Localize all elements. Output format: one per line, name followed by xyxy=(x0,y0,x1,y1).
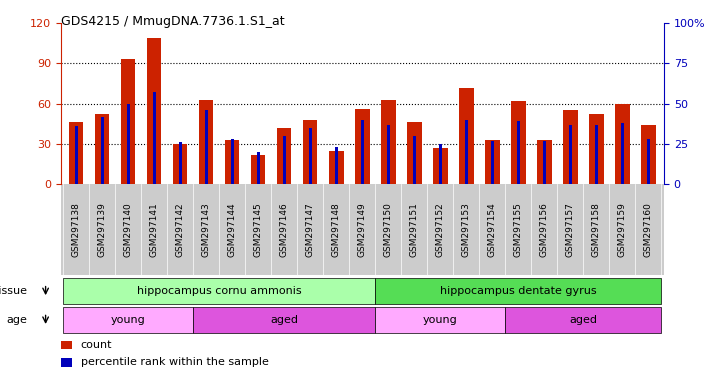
Bar xyxy=(335,147,338,184)
Text: GSM297145: GSM297145 xyxy=(254,202,263,257)
Text: young: young xyxy=(423,314,458,325)
Bar xyxy=(517,121,520,184)
Bar xyxy=(64,278,376,304)
Bar xyxy=(193,307,376,333)
Bar xyxy=(641,125,655,184)
Bar xyxy=(465,120,468,184)
Bar xyxy=(355,109,370,184)
Bar xyxy=(439,144,442,184)
Text: GSM297148: GSM297148 xyxy=(332,202,341,257)
Bar xyxy=(205,110,208,184)
Bar xyxy=(381,100,396,184)
Bar xyxy=(101,117,104,184)
Bar xyxy=(459,88,473,184)
Bar xyxy=(621,123,624,184)
Bar xyxy=(75,126,78,184)
Text: GSM297149: GSM297149 xyxy=(358,202,367,257)
Text: tissue: tissue xyxy=(0,286,28,296)
Text: GSM297155: GSM297155 xyxy=(514,202,523,257)
Bar xyxy=(127,104,130,184)
Bar xyxy=(387,125,390,184)
Text: GSM297141: GSM297141 xyxy=(150,202,159,257)
Text: hippocampus cornu ammonis: hippocampus cornu ammonis xyxy=(137,286,301,296)
Bar xyxy=(251,155,266,184)
Bar xyxy=(506,307,661,333)
Text: GSM297150: GSM297150 xyxy=(384,202,393,257)
Text: hippocampus dentate gyrus: hippocampus dentate gyrus xyxy=(440,286,597,296)
Bar xyxy=(329,151,343,184)
Bar xyxy=(376,307,506,333)
Bar xyxy=(69,122,84,184)
Text: GSM297138: GSM297138 xyxy=(72,202,81,257)
Bar xyxy=(121,59,136,184)
Bar xyxy=(174,144,188,184)
Bar xyxy=(147,38,161,184)
Bar xyxy=(486,140,500,184)
Bar xyxy=(283,136,286,184)
Bar xyxy=(647,139,650,184)
Text: young: young xyxy=(111,314,146,325)
Text: GSM297143: GSM297143 xyxy=(202,202,211,257)
Text: GSM297144: GSM297144 xyxy=(228,202,237,257)
Bar xyxy=(595,125,598,184)
Text: GSM297146: GSM297146 xyxy=(280,202,289,257)
Bar xyxy=(231,139,234,184)
Bar xyxy=(153,93,156,184)
Bar xyxy=(413,136,416,184)
Bar xyxy=(95,114,109,184)
Bar xyxy=(178,142,182,184)
Text: percentile rank within the sample: percentile rank within the sample xyxy=(81,358,268,367)
Bar xyxy=(225,140,239,184)
Bar xyxy=(64,307,193,333)
Text: GSM297159: GSM297159 xyxy=(618,202,627,257)
Bar xyxy=(407,122,421,184)
Bar xyxy=(61,341,71,349)
Text: GSM297158: GSM297158 xyxy=(592,202,601,257)
Text: GDS4215 / MmugDNA.7736.1.S1_at: GDS4215 / MmugDNA.7736.1.S1_at xyxy=(61,15,284,28)
Text: GSM297153: GSM297153 xyxy=(462,202,471,257)
Bar xyxy=(569,125,572,184)
Text: GSM297154: GSM297154 xyxy=(488,202,497,257)
Bar xyxy=(308,128,312,184)
Bar xyxy=(543,141,546,184)
Text: GSM297139: GSM297139 xyxy=(98,202,107,257)
Text: aged: aged xyxy=(271,314,298,325)
Text: count: count xyxy=(81,340,112,350)
Bar xyxy=(537,140,551,184)
Text: GSM297157: GSM297157 xyxy=(566,202,575,257)
Text: GSM297151: GSM297151 xyxy=(410,202,419,257)
Bar xyxy=(511,101,526,184)
Bar xyxy=(563,111,578,184)
Bar xyxy=(277,128,291,184)
Text: aged: aged xyxy=(569,314,598,325)
Text: age: age xyxy=(6,314,28,325)
Bar xyxy=(433,148,448,184)
Text: GSM297140: GSM297140 xyxy=(124,202,133,257)
Text: GSM297156: GSM297156 xyxy=(540,202,549,257)
Bar xyxy=(491,141,494,184)
Bar xyxy=(199,100,213,184)
Text: GSM297142: GSM297142 xyxy=(176,202,185,257)
Bar xyxy=(615,104,630,184)
Text: GSM297160: GSM297160 xyxy=(644,202,653,257)
Bar xyxy=(376,278,661,304)
Bar xyxy=(589,114,603,184)
Text: GSM297147: GSM297147 xyxy=(306,202,315,257)
Text: GSM297152: GSM297152 xyxy=(436,202,445,257)
Bar xyxy=(257,152,260,184)
Bar xyxy=(61,358,71,367)
Bar xyxy=(361,120,364,184)
Bar xyxy=(303,120,318,184)
